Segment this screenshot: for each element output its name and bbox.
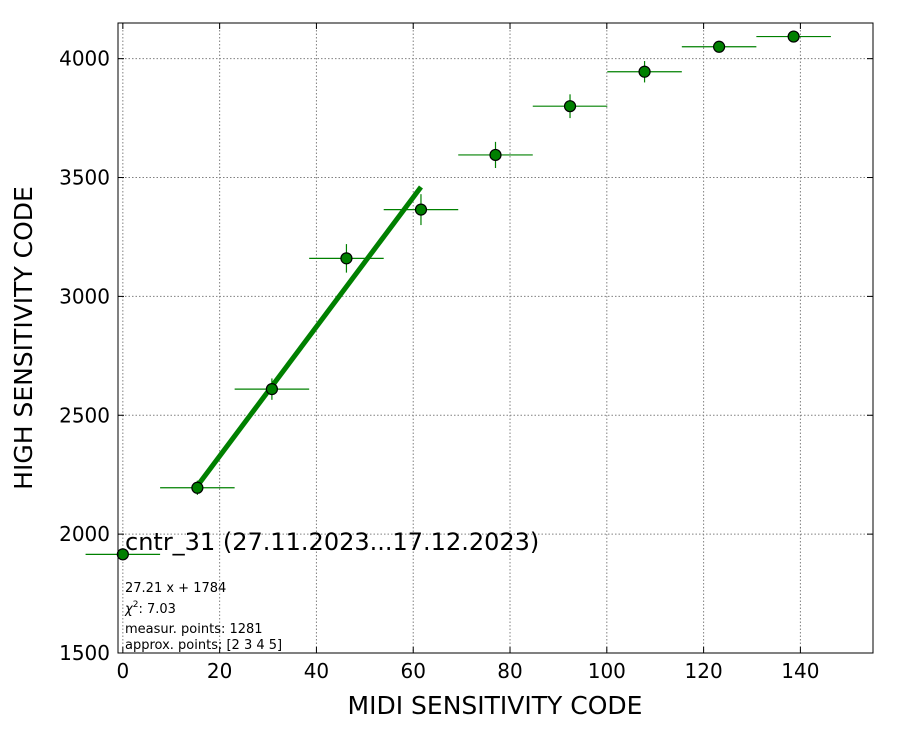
x-tick-label: 0 <box>116 659 129 683</box>
tick-layer: 0 20 40 60 80 100 120 140 1500 2000 2500 3000 3500 40… <box>59 23 873 683</box>
x-tick-label: 20 <box>207 659 232 683</box>
data-point <box>638 65 651 78</box>
point-layer <box>116 30 800 561</box>
data-point <box>712 40 726 53</box>
y-tick-label: 2500 <box>59 403 110 427</box>
y-tick-label: 3000 <box>59 284 110 308</box>
data-point <box>787 30 800 43</box>
plot-frame <box>117 22 874 654</box>
data-point <box>191 481 204 494</box>
x-tick-label: 40 <box>304 659 329 683</box>
y-tick-label: 3500 <box>59 166 110 190</box>
data-point <box>116 548 129 561</box>
annotation-approx-points: approx. points: [2 3 4 5] <box>125 638 282 653</box>
x-tick-label: 120 <box>685 659 723 683</box>
data-point <box>563 100 577 113</box>
x-tick-label: 60 <box>400 659 425 683</box>
data-point <box>340 252 353 265</box>
chi2-exponent: 2 <box>133 600 139 610</box>
y-tick-label: 2000 <box>59 522 110 546</box>
chi2-symbol: χ <box>124 602 134 617</box>
chi2-value: : 7.03 <box>138 602 175 617</box>
y-tick-label: 1500 <box>59 641 110 665</box>
annotation-measur-points: measur. points: 1281 <box>125 622 263 637</box>
data-point <box>265 383 279 396</box>
fit-line <box>195 185 423 488</box>
data-point <box>489 148 502 162</box>
grid-layer <box>118 23 873 653</box>
errorbar-layer <box>85 32 831 555</box>
annotation-title: cntr_31 (27.11.2023...17.12.2023) <box>125 528 539 556</box>
annotation-equation: 27.21 x + 1784 <box>125 581 226 596</box>
data-point <box>414 203 428 216</box>
y-tick-label: 4000 <box>59 47 110 71</box>
x-tick-label: 80 <box>497 659 522 683</box>
x-tick-label: 140 <box>781 659 819 683</box>
fit-layer <box>195 185 423 488</box>
y-axis-label: HIGH SENSITIVITY CODE <box>9 186 38 490</box>
x-axis-label: MIDI SENSITIVITY CODE <box>348 691 643 720</box>
x-tick-label: 100 <box>588 659 626 683</box>
annotation-chi2: χ2: 7.03 <box>124 600 176 617</box>
